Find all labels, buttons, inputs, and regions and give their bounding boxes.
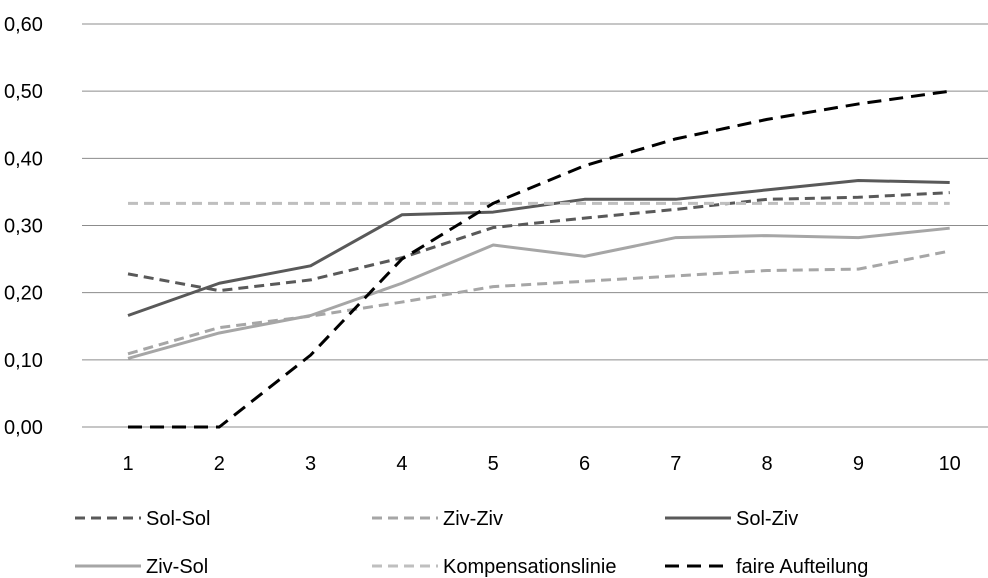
y-tick-label: 0,10 — [4, 350, 43, 372]
y-axis: 0,00 0,10 0,20 0,30 0,40 0,50 0,60 — [4, 14, 43, 439]
y-tick-label: 0,30 — [4, 216, 43, 238]
plot-area — [127, 89, 950, 429]
x-tick-label: 5 — [488, 453, 499, 475]
series-line-faire-aufteilung — [128, 89, 950, 429]
grid-lines — [82, 23, 988, 428]
y-tick-label: 0,20 — [4, 283, 43, 305]
legend-label: Kompensationslinie — [443, 556, 616, 578]
y-tick-label: 0,40 — [4, 148, 43, 170]
x-tick-label: 6 — [579, 453, 590, 475]
y-tick-label: 0,00 — [4, 417, 43, 439]
x-tick-label: 10 — [939, 453, 961, 475]
x-tick-label: 9 — [853, 453, 864, 475]
series-line-ziv-ziv — [127, 249, 950, 356]
legend-label: Ziv-Sol — [146, 556, 208, 578]
legend: Sol-Sol Ziv-Ziv Sol-Ziv Ziv-Sol Kompensation… — [75, 508, 868, 578]
legend-label: Sol-Ziv — [736, 508, 798, 530]
x-tick-label: 3 — [305, 453, 316, 475]
legend-label: Ziv-Ziv — [443, 508, 503, 530]
x-tick-label: 8 — [762, 453, 773, 475]
x-tick-label: 4 — [396, 453, 407, 475]
y-tick-label: 0,60 — [4, 14, 43, 36]
legend-label: Sol-Sol — [146, 508, 210, 530]
y-tick-label: 0,50 — [4, 81, 43, 103]
x-tick-label: 1 — [122, 453, 133, 475]
series-line-ziv-sol — [127, 226, 950, 360]
series-line-sol-sol — [127, 191, 950, 293]
legend-label: faire Aufteilung — [736, 556, 868, 578]
x-axis: 1 2 3 4 5 6 7 8 9 10 — [122, 453, 960, 475]
x-tick-label: 7 — [670, 453, 681, 475]
series-line-sol-ziv — [127, 178, 950, 317]
x-tick-label: 2 — [214, 453, 225, 475]
